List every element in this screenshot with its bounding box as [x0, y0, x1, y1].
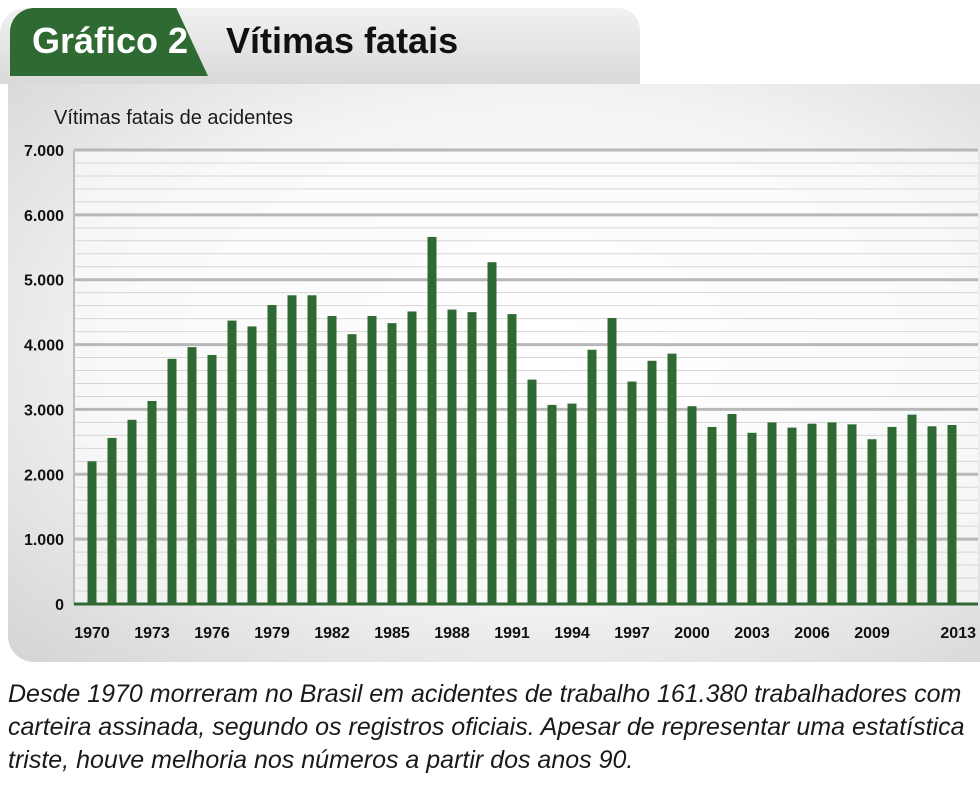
- bar: [107, 437, 117, 604]
- bar: [907, 414, 917, 604]
- x-tick-label: 1973: [134, 625, 170, 642]
- bar: [947, 424, 957, 604]
- y-tick-label: 1.000: [24, 532, 64, 549]
- bar: [927, 426, 937, 604]
- x-tick-label: 2006: [794, 625, 830, 642]
- figure-label: Gráfico 2: [32, 20, 189, 61]
- bar: [687, 406, 697, 604]
- x-tick-label: 1982: [314, 625, 350, 642]
- bar: [87, 461, 97, 604]
- bar: [287, 295, 297, 604]
- y-tick-label: 3.000: [24, 402, 64, 419]
- figure-title: Vítimas fatais: [226, 20, 459, 61]
- bar: [307, 295, 317, 604]
- bar: [407, 311, 417, 604]
- bar: [367, 316, 377, 604]
- bar: [887, 426, 897, 604]
- x-tick-label: 1988: [434, 625, 470, 642]
- bar: [467, 312, 477, 604]
- bar: [327, 316, 337, 604]
- y-tick-label: 4.000: [24, 338, 64, 355]
- x-tick-label: 1985: [374, 625, 410, 642]
- figure-caption: Desde 1970 morreram no Brasil em acident…: [8, 680, 965, 774]
- bar: [587, 349, 597, 604]
- bar: [847, 424, 857, 604]
- bar: [187, 347, 197, 604]
- bar-chart: 0 1.000 2.000 3.000 4.000 5.000 6.000 7.000 Víti…: [24, 107, 978, 642]
- bar: [727, 413, 737, 604]
- x-tick-label: 2009: [854, 625, 890, 642]
- bar: [507, 314, 517, 604]
- bar: [667, 353, 677, 604]
- bar: [747, 432, 757, 604]
- bar: [427, 236, 437, 604]
- bar: [627, 381, 637, 604]
- bar: [227, 320, 237, 604]
- bar: [547, 404, 557, 604]
- x-tick-label: 2013: [940, 625, 976, 642]
- x-tick-label: 2003: [734, 625, 770, 642]
- bar: [527, 379, 537, 604]
- bar: [167, 358, 177, 604]
- y-tick-label: 0: [55, 597, 64, 614]
- x-tick-label: 1979: [254, 625, 290, 642]
- bar: [707, 426, 717, 604]
- bar: [787, 427, 797, 604]
- bar: [147, 400, 157, 604]
- x-tick-label: 1976: [194, 625, 230, 642]
- plot-area: [74, 150, 978, 604]
- bar: [267, 305, 277, 604]
- bar: [127, 419, 137, 604]
- x-tick-label: 1994: [554, 625, 590, 642]
- bar: [387, 323, 397, 604]
- bar: [247, 326, 257, 604]
- bar: [647, 360, 657, 604]
- x-tick-label: 2000: [674, 625, 710, 642]
- x-tick-label: 1991: [494, 625, 530, 642]
- x-tick-label: 1970: [74, 625, 110, 642]
- bar: [207, 354, 217, 604]
- bar: [867, 439, 877, 604]
- bar: [827, 422, 837, 604]
- bar: [447, 309, 457, 604]
- bar: [607, 317, 617, 604]
- y-axis-title: Vítimas fatais de acidentes: [54, 107, 293, 129]
- header-label-tab: [10, 8, 208, 76]
- bar: [487, 262, 497, 604]
- y-tick-label: 7.000: [24, 143, 64, 160]
- x-tick-label: 1997: [614, 625, 650, 642]
- y-tick-label: 2.000: [24, 467, 64, 484]
- bar: [347, 334, 357, 604]
- chart-panel: 0 1.000 2.000 3.000 4.000 5.000 6.000 7.000 Víti…: [8, 84, 980, 662]
- bar: [767, 422, 777, 604]
- bar: [807, 423, 817, 604]
- bar: [567, 403, 577, 604]
- y-tick-label: 5.000: [24, 273, 64, 290]
- y-tick-label: 6.000: [24, 208, 64, 225]
